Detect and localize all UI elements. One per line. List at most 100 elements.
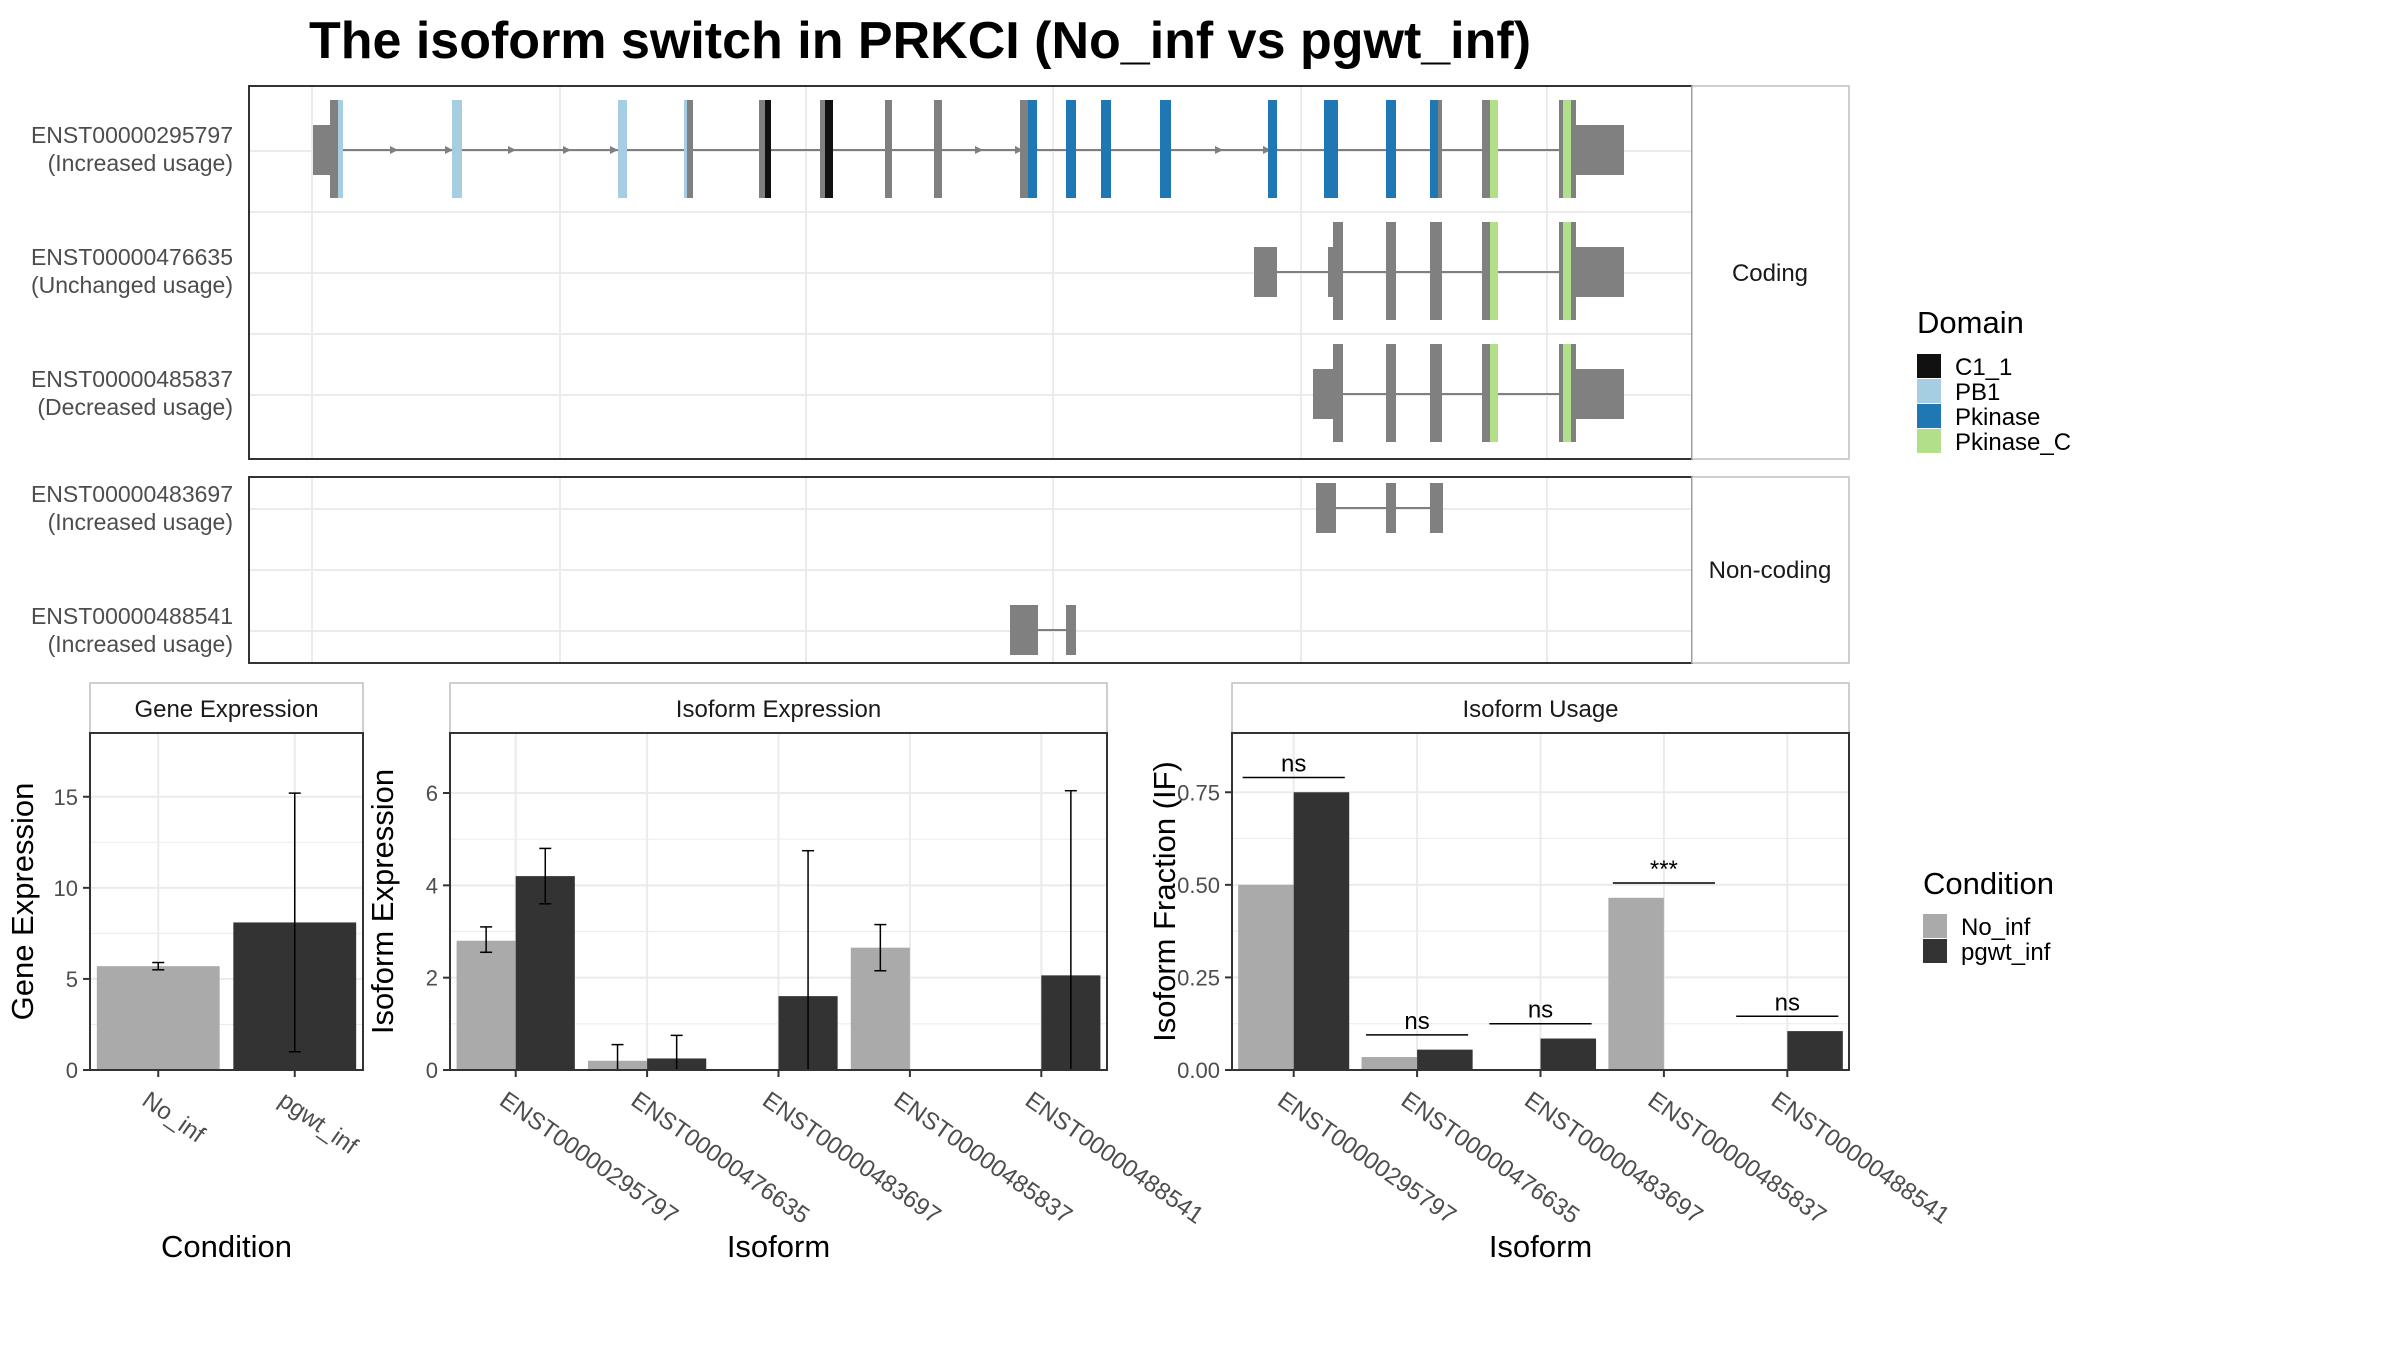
y-tick-label: 0.75 (1177, 780, 1220, 805)
exon (1571, 344, 1576, 442)
domain-pkinase (1101, 100, 1111, 198)
bar-pgwt-inf (515, 876, 575, 1070)
exon (1386, 344, 1396, 442)
exon (1430, 222, 1442, 320)
exon (934, 100, 942, 198)
panel-title: Isoform Usage (1462, 696, 1618, 723)
exon (1571, 222, 1576, 320)
isoform-expression-strip (449, 682, 1108, 734)
bar-no-inf (96, 966, 220, 1070)
isoform-label-usage: (Decreased usage) (37, 394, 233, 420)
significance-label: *** (1650, 856, 1678, 883)
exon (1438, 100, 1442, 198)
exon (820, 100, 825, 198)
exon (687, 100, 693, 198)
legend-label: pgwt_inf (1961, 939, 2051, 966)
legend-label: No_inf (1961, 914, 2031, 941)
domain-pkinase-c (1563, 100, 1571, 198)
y-tick-label: 6 (426, 781, 438, 806)
y-tick-label: 0 (66, 1058, 78, 1083)
exon (1571, 100, 1576, 198)
gene-expression-strip (89, 682, 364, 734)
domain-pkinase (1430, 100, 1438, 198)
intron-arrows (390, 146, 1271, 154)
bar-pgwt-inf (1293, 792, 1350, 1070)
panel-title: Isoform Expression (676, 696, 881, 723)
legend-key-c1-1 (1917, 354, 1941, 378)
legend-key-no-inf (1923, 914, 1947, 938)
x-tick-label: No_inf (137, 1087, 210, 1149)
y-tick-label: 2 (426, 966, 438, 991)
isoform-label-id: ENST00000476635 (31, 244, 233, 270)
utr-exon (1576, 369, 1624, 419)
facet-label-noncoding: Non-coding (1709, 557, 1832, 584)
isoform-track-enst00000295797 (313, 100, 1624, 198)
gene-expression-chart: Gene Expression 0 5 10 15 No_inf pgwt_inf Condi… (5, 682, 364, 1264)
exon (1482, 222, 1490, 320)
isoform-label-usage: (Increased usage) (48, 509, 233, 535)
y-tick-label: 0.50 (1177, 873, 1220, 898)
legend-label: Pkinase (1955, 404, 2040, 431)
exon (330, 100, 338, 198)
domain-pkinase (1160, 100, 1171, 198)
domain-pb1 (618, 100, 627, 198)
bar-pgwt-inf (1417, 1049, 1473, 1070)
utr-exon (1576, 247, 1624, 297)
legend-key-pkinase (1917, 404, 1941, 428)
domain-pkinase (1386, 100, 1396, 198)
exon (1386, 222, 1396, 320)
utr-exon (1328, 247, 1333, 297)
isoform-track-enst00000488541 (1010, 605, 1076, 655)
legend-label: Pkinase_C (1955, 429, 2071, 456)
exon (1482, 344, 1490, 442)
x-tick-label: pgwt_inf (274, 1087, 363, 1161)
legend-key-pb1 (1917, 379, 1941, 403)
bar-no-inf (1361, 1057, 1418, 1070)
x-axis-title: Isoform (727, 1229, 830, 1264)
isoform-label-usage: (Increased usage) (48, 150, 233, 176)
significance-label: ns (1404, 1008, 1429, 1035)
y-axis-title: Isoform Fraction (IF) (1147, 761, 1182, 1042)
domain-pkinase (1066, 100, 1076, 198)
domain-legend: Domain C1_1 PB1 Pkinase Pkinase_C (1917, 305, 2071, 456)
isoform-label-id: ENST00000483697 (31, 481, 233, 507)
exon (885, 100, 892, 198)
isoform-label-id: ENST00000488541 (31, 603, 233, 629)
bar-no-inf (1608, 897, 1664, 1070)
gene-expression-panel-border (89, 732, 364, 1071)
y-axis-title: Gene Expression (5, 783, 40, 1021)
legend-label: PB1 (1955, 379, 2000, 406)
domain-legend-title: Domain (1917, 305, 2024, 340)
y-tick-label: 5 (66, 967, 78, 992)
y-axis-title: Isoform Expression (365, 769, 400, 1034)
condition-legend: Condition No_inf pgwt_inf (1923, 866, 2054, 966)
y-tick-label: 0.00 (1177, 1058, 1220, 1083)
isoform-label-usage: (Unchanged usage) (31, 272, 233, 298)
exon (1559, 100, 1563, 198)
significance-label: ns (1281, 750, 1306, 777)
isoform-label-id: ENST00000295797 (31, 122, 233, 148)
isoform-labels: ENST00000295797 (Increased usage) ENST00… (31, 122, 233, 657)
noncoding-exon (1066, 605, 1076, 655)
domain-pkinase (1324, 100, 1338, 198)
y-tick-label: 0.25 (1177, 965, 1220, 990)
utr-exon (1254, 247, 1277, 297)
significance-label: ns (1528, 997, 1553, 1024)
bar-no-inf (1238, 884, 1294, 1070)
chart-title: The isoform switch in PRKCI (No_inf vs p… (309, 12, 1531, 70)
utr-exon (1576, 125, 1624, 175)
significance-label: ns (1775, 989, 1800, 1016)
isoform-track-enst00000476635 (1254, 222, 1624, 320)
legend-label: C1_1 (1955, 354, 2012, 381)
isoform-track-enst00000485837 (1313, 344, 1624, 442)
exon (1333, 222, 1343, 320)
x-axis-title: Isoform (1489, 1229, 1592, 1264)
isoform-track-enst00000483697 (1316, 483, 1443, 533)
exon (759, 100, 765, 198)
bar-no-inf (456, 940, 516, 1070)
isoform-expression-chart: Isoform Expression0246ENST00000295797ENS… (365, 682, 1208, 1264)
y-tick-label: 10 (54, 876, 78, 901)
isoform-label-usage: (Increased usage) (48, 631, 233, 657)
domain-pkinase (1028, 100, 1037, 198)
